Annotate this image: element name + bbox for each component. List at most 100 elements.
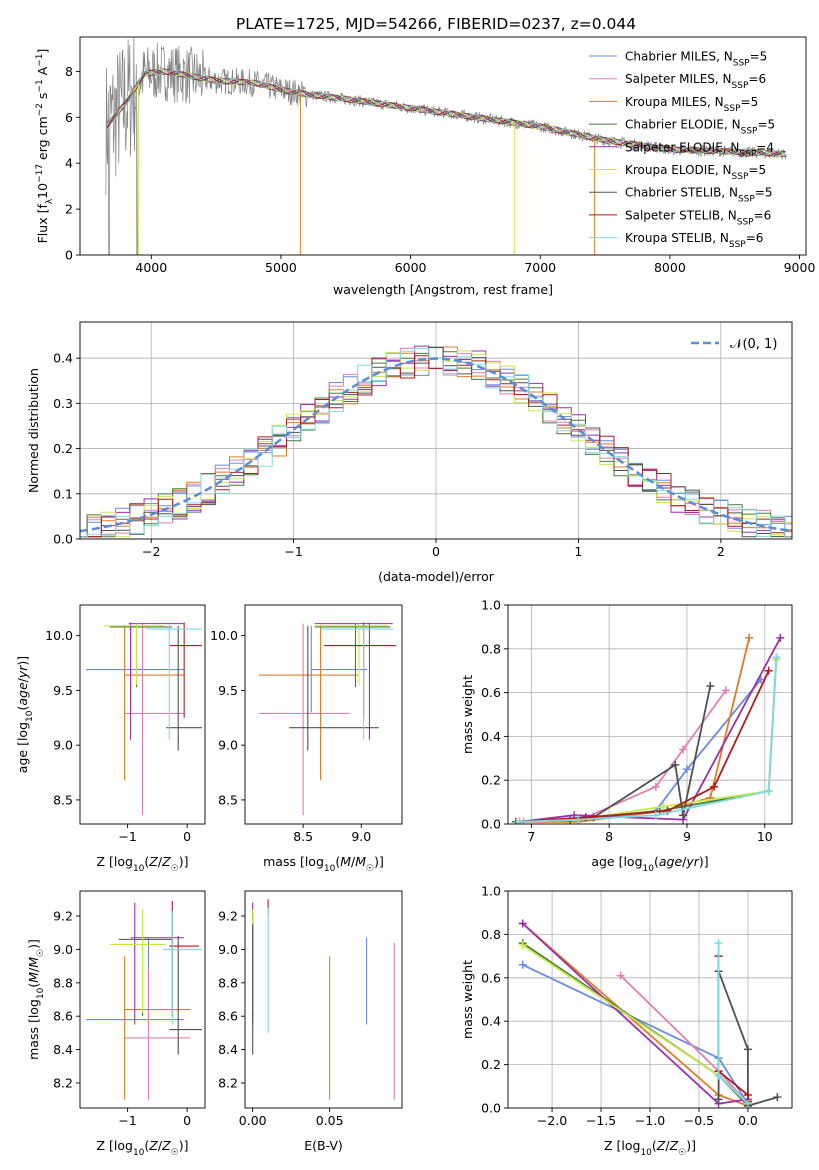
series-marker-7: [764, 666, 773, 675]
series-marker-1: [651, 782, 660, 791]
y-tick-label: 0.3: [53, 396, 73, 411]
y-tick-label: 8.8: [53, 975, 73, 990]
plot-area: [252, 899, 395, 1100]
label-part: 10: [36, 987, 46, 999]
x-axis-label: (data-model)/error: [378, 569, 495, 584]
axes-frame: [79, 604, 206, 825]
model-spectrum-4: [106, 68, 786, 157]
legend-entry-0: Chabrier MILES, NSSP=5: [625, 50, 767, 69]
label-part: 10: [324, 864, 336, 874]
label-part: =6: [748, 72, 766, 86]
legend-entry-6: Chabrier STELIB, NSSP=5: [625, 186, 773, 205]
series-marker-7: [581, 813, 590, 822]
y-tick-label: 8.4: [53, 1042, 73, 1057]
label-part: M: [340, 854, 351, 869]
label-part: )]: [699, 854, 709, 869]
x-axis-label: Z [log10(Z/Z☉)]: [96, 1138, 188, 1158]
label-part: SSP: [724, 104, 741, 114]
series-marker-0: [682, 765, 691, 774]
x-tick-label: −1: [118, 1113, 136, 1128]
label-part: Z: [669, 1138, 679, 1153]
x-tick-label: 7: [527, 829, 535, 844]
plot-area: [258, 622, 397, 816]
y-tick-label: 0.0: [53, 532, 73, 547]
label-part: =5: [750, 50, 768, 64]
y-tick-label: 9.0: [53, 738, 73, 753]
y-axis-label: mass [log10(M/M☉)]: [26, 939, 46, 1060]
x-tick-label: 0: [183, 829, 191, 844]
legend-entry-7: Salpeter STELIB, NSSP=6: [625, 208, 771, 227]
plot-area: [511, 633, 785, 824]
y-tick-label: 0: [65, 248, 73, 263]
label-part: M: [26, 957, 41, 968]
label-part: age [log: [591, 854, 642, 869]
label-part: Z: [161, 854, 171, 869]
label-part: Z: [656, 1138, 666, 1153]
series-marker-6: [679, 811, 688, 820]
legend-entry-5: Kroupa ELODIE, NSSP=5: [625, 163, 766, 182]
y-tick-label: 9.0: [218, 738, 238, 753]
label-part: 10: [133, 1148, 145, 1158]
label-part: (: [144, 854, 149, 869]
label-part: )]: [374, 854, 384, 869]
y-tick-label: 6: [65, 110, 73, 125]
y-axis-label: age [log10(age/yr)]: [15, 656, 35, 773]
x-tick-label: −1.0: [635, 1113, 665, 1128]
label-part: (: [144, 1138, 149, 1153]
axes-frame: [79, 890, 206, 1109]
x-axis-label: wavelength [Angstrom, rest frame]: [333, 282, 553, 297]
label-part: SSP: [741, 127, 758, 137]
label-part: (: [26, 983, 41, 988]
series-marker-6: [714, 1095, 723, 1104]
model-spectrum-8: [106, 70, 786, 157]
series-marker-1: [616, 971, 625, 980]
y-tick-label: 0.6: [481, 685, 501, 700]
series-marker-6: [671, 760, 680, 769]
series-line-4: [522, 922, 749, 1105]
label-part: −2: [35, 103, 45, 116]
label-part: /: [682, 854, 687, 869]
label-part: ☉: [366, 864, 374, 874]
axes-frame: [507, 604, 793, 825]
legend-entry-3: Chabrier ELODIE, NSSP=5: [625, 118, 775, 137]
label-part: =6: [746, 231, 764, 245]
y-tick-label: 9.0: [218, 942, 238, 957]
label-part: /: [665, 1138, 670, 1153]
label-part: 10: [640, 1148, 652, 1158]
label-part: Kroupa MILES, N: [625, 95, 724, 109]
label-part: ☉: [36, 949, 46, 957]
y-tick-label: 0.4: [481, 729, 501, 744]
y-tick-label: 10.0: [210, 628, 238, 643]
label-part: /: [15, 677, 30, 682]
x-tick-label: −1: [284, 544, 302, 559]
y-tick-label: 0.6: [481, 970, 501, 985]
label-part: SSP: [733, 59, 750, 69]
label-part: erg cm: [35, 116, 50, 164]
panel-mass_vs_ebv: 0.00 0.05 8.2 8.4 8.6 8.8 9.0 9.2 E(B-V): [218, 890, 403, 1153]
label-part: SSP: [732, 81, 749, 91]
x-tick-label: 4000: [135, 260, 167, 275]
x-axis-label: Z [log10(Z/Z☉)]: [604, 1138, 696, 1158]
x-tick-label: −1.5: [586, 1113, 616, 1128]
y-tick-label: 0.1: [53, 486, 73, 501]
axes-frame: [244, 604, 403, 825]
series-marker-0: [518, 960, 527, 969]
label-part: )]: [179, 1138, 189, 1153]
label-part: )]: [15, 656, 30, 666]
series-line-0: [522, 963, 749, 1105]
y-tick-label: 0.8: [481, 641, 501, 656]
y-tick-label: 9.5: [53, 683, 73, 698]
label-part: 10: [35, 183, 50, 199]
y-tick-label: 9.5: [218, 683, 238, 698]
label-part: λ: [45, 198, 55, 204]
model-spectrum-7: [106, 70, 786, 157]
plot-area: [85, 622, 203, 816]
label-part: age: [659, 854, 683, 869]
label-part: SSP: [739, 149, 756, 159]
y-tick-label: 8.6: [218, 1009, 238, 1024]
label-part: (: [335, 854, 340, 869]
label-part: =4: [756, 140, 774, 154]
x-tick-label: −2.0: [537, 1113, 567, 1128]
